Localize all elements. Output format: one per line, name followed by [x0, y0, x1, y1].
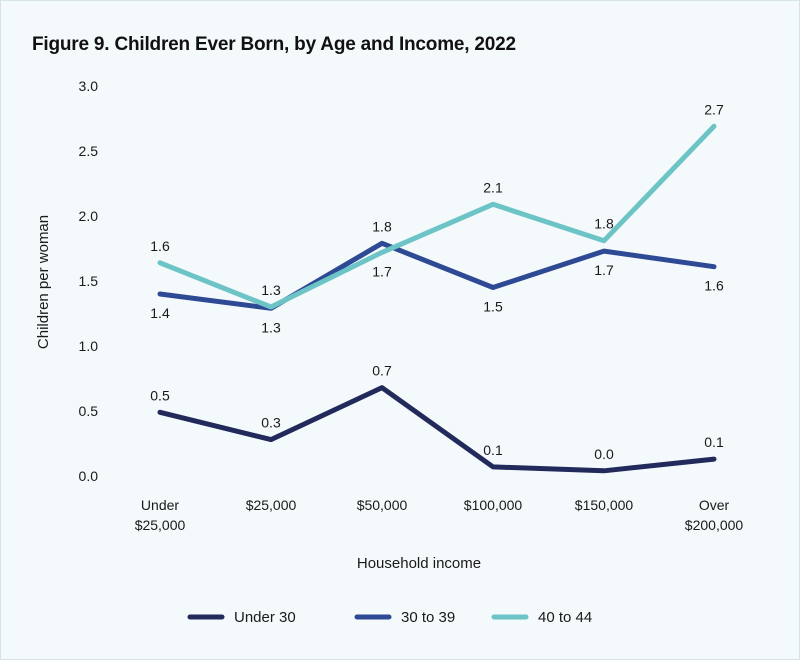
- legend: Under 30 30 to 39 40 to 44: [187, 609, 592, 626]
- series-lines: [157, 123, 717, 474]
- y-tick-label: 1.5: [79, 273, 99, 289]
- x-tick-label: $100,000: [464, 497, 523, 513]
- data-label: 0.0: [594, 446, 614, 462]
- x-tick-label-line: $100,000: [464, 497, 523, 513]
- data-label: 1.3: [261, 282, 281, 298]
- data-label: 2.7: [704, 101, 724, 117]
- data-label: 0.7: [372, 363, 392, 379]
- x-tick-label-line: $50,000: [357, 497, 408, 513]
- data-label: 1.7: [594, 262, 614, 278]
- data-label: 1.6: [150, 238, 170, 254]
- x-axis-label: Household income: [357, 555, 481, 572]
- y-tick-label: 3.0: [79, 78, 99, 94]
- x-tick-label: $25,000: [246, 497, 297, 513]
- x-tick-label: $50,000: [357, 497, 408, 513]
- y-axis-ticks: 0.0 0.5 1.0 1.5 2.0 2.5 3.0: [79, 78, 99, 484]
- x-axis-ticks: Under $25,000 $25,000 $50,000 $100,000 $150,0…: [135, 497, 744, 533]
- series-line-under-30: [157, 385, 717, 474]
- data-label: 1.5: [483, 299, 503, 315]
- x-tick-label-line: Over: [699, 497, 730, 513]
- data-labels: 0.5 0.3 0.7 0.1 0.0 0.1 1.4 1.3 1.8 1.5 1.7 1.6 1.6 1…: [150, 101, 724, 462]
- data-label: 0.3: [261, 415, 281, 431]
- legend-label: 30 to 39: [401, 609, 455, 626]
- x-tick-label: Over $200,000: [685, 497, 744, 533]
- data-label: 1.7: [372, 263, 392, 279]
- y-axis-label: Children per woman: [35, 215, 52, 349]
- data-label: 0.5: [150, 387, 170, 403]
- y-tick-label: 2.5: [79, 143, 99, 159]
- legend-label: 40 to 44: [538, 609, 592, 626]
- data-label: 1.8: [594, 216, 614, 232]
- x-tick-label-line: $200,000: [685, 517, 744, 533]
- x-tick-label: Under $25,000: [135, 497, 186, 533]
- data-label: 1.8: [372, 218, 392, 234]
- y-tick-label: 0.0: [79, 468, 99, 484]
- chart-title: Figure 9. Children Ever Born, by Age and…: [32, 34, 516, 55]
- data-label: 1.4: [150, 305, 170, 321]
- x-tick-label-line: $25,000: [246, 497, 297, 513]
- legend-label: Under 30: [234, 609, 296, 626]
- data-label: 1.3: [261, 319, 281, 335]
- x-tick-label-line: Under: [141, 497, 179, 513]
- data-label: 0.1: [483, 442, 503, 458]
- data-label: 2.1: [483, 179, 503, 195]
- y-tick-label: 2.0: [79, 208, 99, 224]
- y-tick-label: 0.5: [79, 403, 99, 419]
- series-line-40-to-44: [157, 123, 717, 310]
- y-tick-label: 1.0: [79, 338, 99, 354]
- x-tick-label: $150,000: [575, 497, 634, 513]
- x-tick-label-line: $150,000: [575, 497, 634, 513]
- series-line-30-to-39: [157, 240, 717, 311]
- data-label: 1.6: [704, 278, 724, 294]
- x-tick-label-line: $25,000: [135, 517, 186, 533]
- data-label: 0.1: [704, 434, 724, 450]
